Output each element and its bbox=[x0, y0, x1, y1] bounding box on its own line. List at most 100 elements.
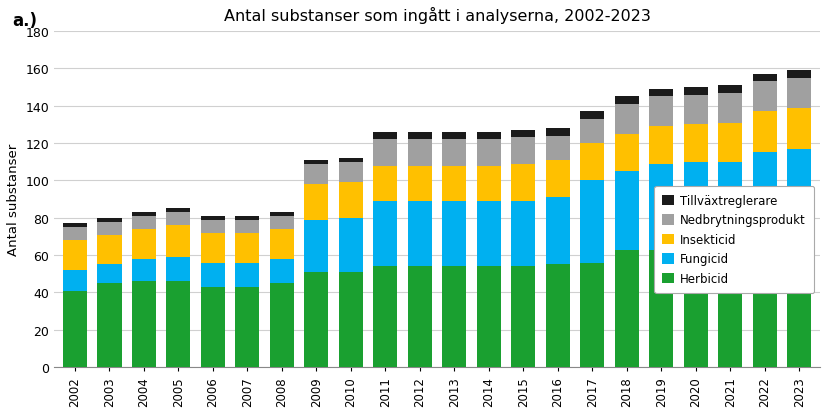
Bar bbox=[546, 265, 570, 367]
Bar bbox=[477, 202, 501, 267]
Bar bbox=[546, 136, 570, 161]
Bar bbox=[304, 185, 328, 220]
Bar bbox=[581, 112, 605, 119]
Bar bbox=[270, 259, 294, 283]
Bar bbox=[236, 220, 260, 233]
Bar bbox=[787, 71, 811, 78]
Bar bbox=[166, 213, 190, 226]
Bar bbox=[442, 140, 466, 166]
Bar bbox=[684, 95, 708, 125]
Bar bbox=[442, 202, 466, 267]
Bar bbox=[201, 216, 225, 220]
Bar bbox=[649, 127, 673, 164]
Bar bbox=[98, 283, 122, 367]
Bar bbox=[408, 202, 432, 267]
Bar bbox=[581, 181, 605, 263]
Bar bbox=[719, 93, 743, 123]
Bar bbox=[408, 166, 432, 202]
Bar bbox=[131, 282, 156, 367]
Bar bbox=[98, 235, 122, 265]
Bar bbox=[339, 272, 363, 367]
Bar bbox=[131, 259, 156, 282]
Bar bbox=[614, 135, 639, 172]
Bar bbox=[408, 133, 432, 140]
Bar bbox=[684, 125, 708, 162]
Bar bbox=[236, 287, 260, 367]
Bar bbox=[201, 287, 225, 367]
Y-axis label: Antal substanser: Antal substanser bbox=[7, 144, 20, 256]
Bar bbox=[581, 144, 605, 181]
Bar bbox=[581, 119, 605, 144]
Bar bbox=[201, 220, 225, 233]
Bar bbox=[719, 162, 743, 250]
Bar bbox=[753, 250, 777, 367]
Bar bbox=[614, 172, 639, 250]
Bar bbox=[63, 241, 87, 271]
Bar bbox=[339, 218, 363, 272]
Bar bbox=[442, 166, 466, 202]
Bar bbox=[339, 162, 363, 183]
Bar bbox=[201, 233, 225, 263]
Bar bbox=[684, 162, 708, 250]
Bar bbox=[614, 250, 639, 367]
Bar bbox=[373, 140, 398, 166]
Bar bbox=[649, 250, 673, 367]
Title: Antal substanser som ingått i analyserna, 2002-2023: Antal substanser som ingått i analyserna… bbox=[224, 7, 651, 24]
Bar bbox=[236, 233, 260, 263]
Text: a.): a.) bbox=[12, 12, 37, 30]
Bar bbox=[477, 140, 501, 166]
Bar bbox=[166, 282, 190, 367]
Bar bbox=[753, 112, 777, 153]
Bar bbox=[304, 164, 328, 185]
Bar bbox=[63, 291, 87, 367]
Bar bbox=[63, 224, 87, 228]
Bar bbox=[373, 166, 398, 202]
Bar bbox=[753, 153, 777, 250]
Bar bbox=[719, 86, 743, 93]
Bar bbox=[166, 209, 190, 213]
Bar bbox=[201, 263, 225, 287]
Bar bbox=[373, 267, 398, 367]
Bar bbox=[511, 131, 535, 138]
Bar bbox=[511, 202, 535, 267]
Bar bbox=[270, 213, 294, 216]
Bar bbox=[511, 138, 535, 164]
Bar bbox=[511, 267, 535, 367]
Bar bbox=[98, 218, 122, 222]
Bar bbox=[304, 272, 328, 367]
Bar bbox=[373, 202, 398, 267]
Legend: Tillväxtreglerare, Nedbrytningsprodukt, Insekticid, Fungicid, Herbicid: Tillväxtreglerare, Nedbrytningsprodukt, … bbox=[654, 186, 814, 294]
Bar bbox=[787, 150, 811, 244]
Bar bbox=[546, 198, 570, 265]
Bar bbox=[546, 129, 570, 136]
Bar bbox=[166, 257, 190, 282]
Bar bbox=[787, 108, 811, 150]
Bar bbox=[236, 216, 260, 220]
Bar bbox=[63, 228, 87, 241]
Bar bbox=[753, 75, 777, 82]
Bar bbox=[546, 161, 570, 198]
Bar bbox=[98, 265, 122, 283]
Bar bbox=[684, 250, 708, 367]
Bar bbox=[649, 97, 673, 127]
Bar bbox=[304, 161, 328, 164]
Bar bbox=[408, 267, 432, 367]
Bar bbox=[131, 216, 156, 230]
Bar bbox=[614, 97, 639, 104]
Bar bbox=[719, 250, 743, 367]
Bar bbox=[719, 123, 743, 162]
Bar bbox=[477, 267, 501, 367]
Bar bbox=[373, 133, 398, 140]
Bar bbox=[236, 263, 260, 287]
Bar bbox=[581, 263, 605, 367]
Bar bbox=[477, 166, 501, 202]
Bar bbox=[442, 267, 466, 367]
Bar bbox=[339, 159, 363, 162]
Bar bbox=[63, 271, 87, 291]
Bar bbox=[649, 164, 673, 250]
Bar bbox=[511, 164, 535, 202]
Bar bbox=[477, 133, 501, 140]
Bar bbox=[408, 140, 432, 166]
Bar bbox=[270, 230, 294, 259]
Bar bbox=[270, 283, 294, 367]
